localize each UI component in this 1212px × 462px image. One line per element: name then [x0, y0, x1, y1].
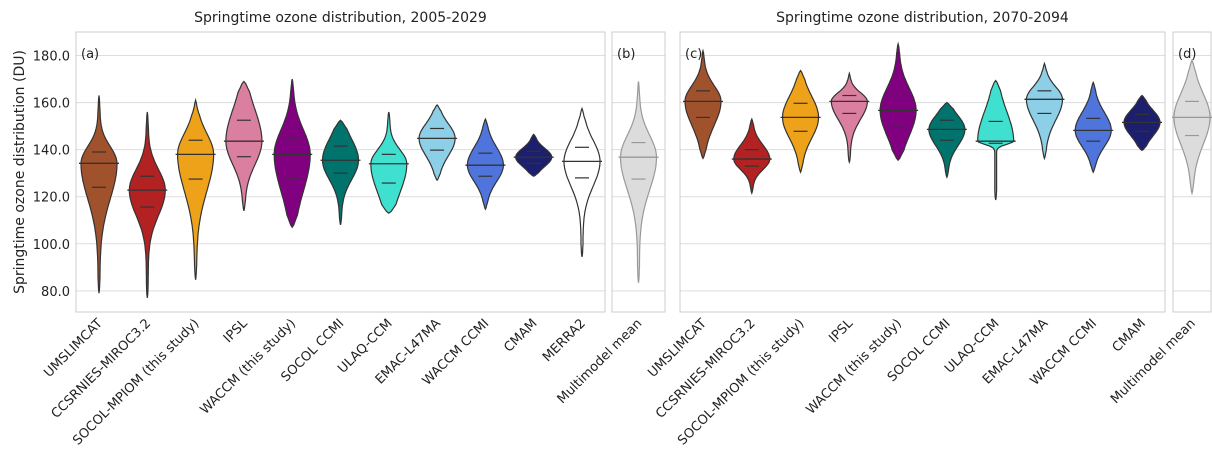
violin-body [1025, 61, 1064, 161]
violin-body [466, 117, 504, 211]
violin-body [225, 80, 263, 211]
violin-body [563, 106, 601, 257]
violin-body [1173, 58, 1211, 196]
x-tick-label: WACCM (this study) [804, 316, 905, 417]
y-tick-label: 100.0 [33, 238, 70, 253]
violin-body [781, 69, 820, 174]
panel-frame [611, 31, 666, 313]
violin-body [733, 117, 771, 196]
violin-body [370, 111, 408, 214]
y-tick-label: 160.0 [33, 97, 70, 112]
panel-label: (a) [81, 47, 99, 62]
violin-body [830, 71, 868, 165]
x-tick-label: WACCM (this study) [198, 316, 299, 417]
y-tick-label: 180.0 [33, 50, 70, 65]
y-tick-label: 140.0 [33, 144, 70, 159]
violin-body [418, 103, 456, 182]
panel-frame [679, 31, 1166, 313]
y-tick-label: 120.0 [33, 191, 70, 206]
panel-label: (b) [617, 47, 635, 62]
violin-body [619, 81, 658, 283]
x-tick-label: Multimodel mean [1108, 316, 1199, 407]
x-tick-label: CMAM [501, 316, 540, 355]
x-tick-label: MERRA2 [540, 316, 589, 365]
x-tick-label: IPSL [826, 316, 856, 346]
violin-body [684, 48, 722, 160]
violin-body [128, 111, 166, 298]
violin-body [1074, 80, 1112, 174]
x-tick-label: IPSL [221, 316, 251, 346]
y-axis-label: Springtime ozone distribution (DU) [12, 50, 28, 294]
panel-label: (d) [1178, 47, 1196, 62]
violin-body [977, 79, 1015, 201]
violin-body [80, 95, 118, 294]
violin-body [321, 119, 360, 226]
panel-title: Springtime ozone distribution, 2005-2029 [194, 10, 487, 26]
violin-body [515, 133, 553, 177]
violin-body [177, 97, 215, 280]
violin-body [273, 78, 311, 229]
panel-frame [1172, 31, 1212, 313]
panel-title: Springtime ozone distribution, 2070-2094 [776, 10, 1069, 26]
violin-body [879, 41, 917, 162]
panel-label: (c) [685, 47, 702, 62]
x-tick-label: CMAM [1110, 316, 1149, 355]
y-tick-label: 80.0 [41, 285, 70, 300]
panel-frame [75, 31, 606, 313]
